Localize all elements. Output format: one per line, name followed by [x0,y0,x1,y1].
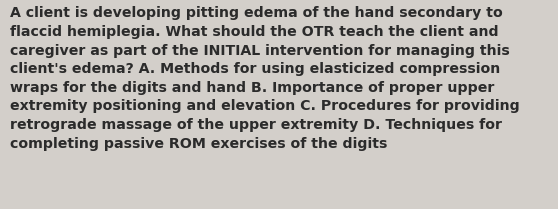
Text: A client is developing pitting edema of the hand secondary to
flaccid hemiplegia: A client is developing pitting edema of … [10,6,520,151]
